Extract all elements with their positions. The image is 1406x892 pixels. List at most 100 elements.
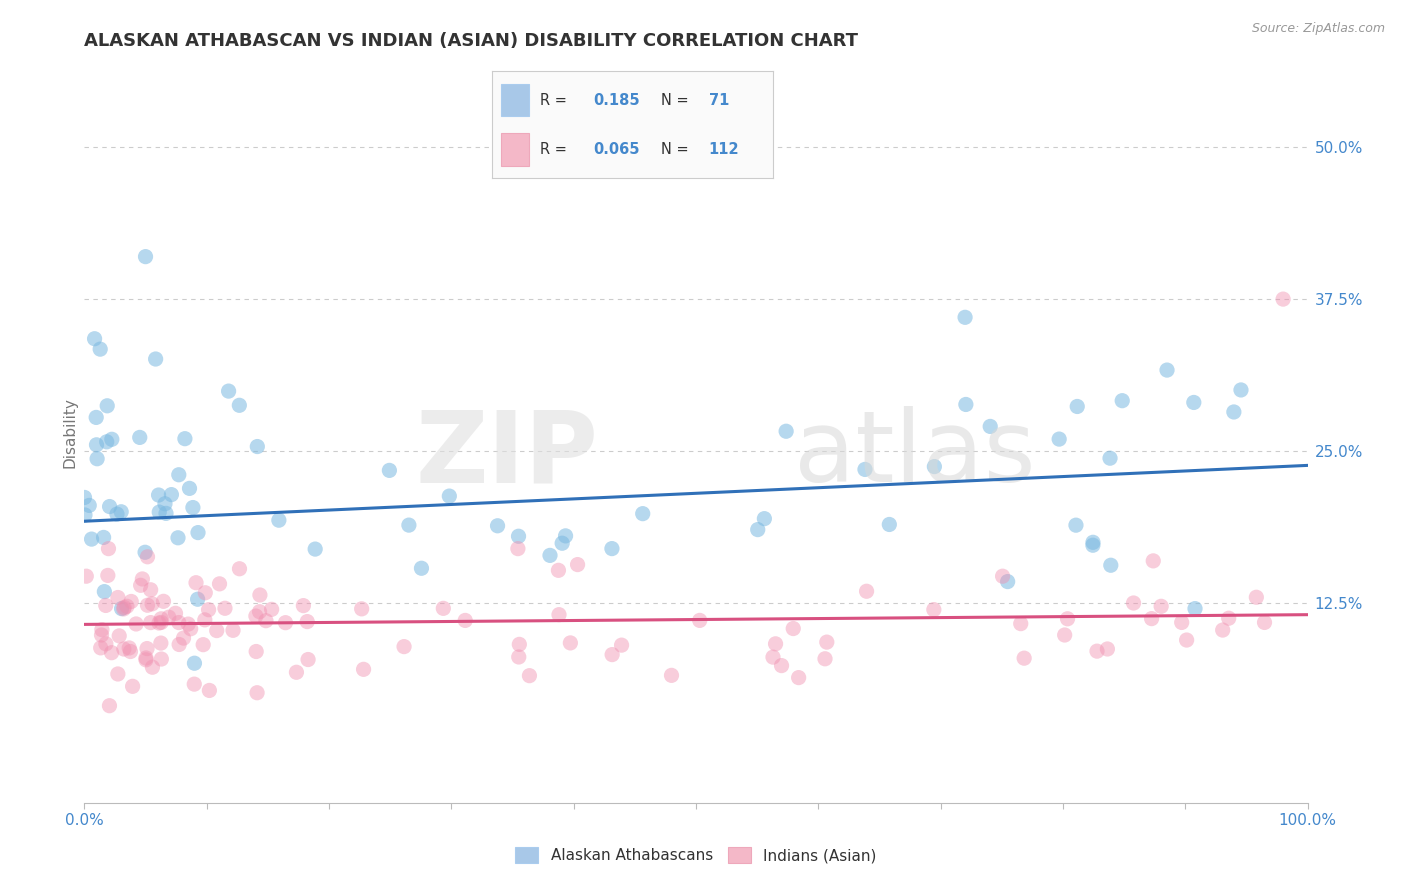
Point [304,542,326,557]
Point [782,622,804,636]
Point [765,637,787,651]
Point [1081,538,1104,552]
Point [105,507,128,521]
Point [770,658,793,673]
Point [77,499,100,513]
Point [214,601,236,615]
Point [129,578,152,592]
Point [184,575,207,590]
Point [1156,363,1178,377]
Point [93,584,115,599]
Point [600,541,623,556]
Text: Source: ZipAtlas.com: Source: ZipAtlas.com [1251,22,1385,36]
Point [112,602,135,616]
Point [208,577,231,591]
Point [149,636,172,650]
Point [1056,612,1078,626]
Point [631,507,654,521]
Point [661,668,683,682]
Point [205,624,228,638]
Point [1111,393,1133,408]
Point [167,638,190,652]
Point [600,648,623,662]
Point [131,572,153,586]
Point [853,462,876,476]
Point [508,650,530,665]
Point [454,614,477,628]
Point [75,569,97,583]
Point [136,641,159,656]
Text: R =: R = [540,93,567,108]
Point [84,410,107,425]
Point [1175,633,1198,648]
Point [97,568,120,582]
Point [787,671,810,685]
Point [148,488,170,502]
Point [180,622,202,636]
Point [177,617,200,632]
Point [245,609,267,624]
Point [1253,615,1275,630]
Point [508,637,530,651]
Point [260,602,283,616]
Point [112,642,135,657]
Point [1053,628,1076,642]
Text: atlas: atlas [794,407,1035,503]
Point [506,541,529,556]
Legend: Alaskan Athabascans, Indians (Asian): Alaskan Athabascans, Indians (Asian) [509,841,883,869]
Point [392,640,415,654]
Point [179,482,201,496]
Point [246,686,269,700]
Point [218,384,240,398]
Point [155,507,177,521]
Point [297,652,319,666]
Point [246,440,269,454]
Point [97,541,120,556]
Point [1230,383,1253,397]
Point [1218,611,1240,625]
Point [112,600,135,615]
Point [254,614,277,628]
Point [1099,558,1122,573]
Point [197,603,219,617]
Point [519,668,541,682]
Point [1223,405,1246,419]
Text: ALASKAN ATHABASCAN VS INDIAN (ASIAN) DISABILITY CORRELATION CHART: ALASKAN ATHABASCAN VS INDIAN (ASIAN) DIS… [84,32,858,50]
Point [274,615,297,630]
Point [93,531,115,545]
Point [1085,644,1108,658]
Point [83,332,105,346]
Point [411,561,433,575]
Text: 112: 112 [709,142,740,157]
Point [86,451,108,466]
Point [222,624,245,638]
Point [285,665,308,680]
Point [378,463,401,477]
Point [955,397,977,411]
Point [1012,651,1035,665]
Point [150,612,173,626]
Bar [501,84,529,116]
Point [1140,612,1163,626]
Text: N =: N = [661,142,689,157]
Point [125,617,148,632]
Point [101,432,124,446]
Point [1272,292,1295,306]
Point [1064,518,1087,533]
Point [1212,623,1234,637]
Text: R =: R = [540,142,567,157]
Point [153,497,176,511]
Point [1246,591,1268,605]
Point [547,563,569,577]
Point [228,562,250,576]
Point [922,602,945,616]
Point [167,467,190,482]
Point [924,459,946,474]
Point [173,631,195,645]
Point [96,434,118,449]
Text: 0.185: 0.185 [593,93,640,108]
Point [80,532,103,546]
Point [1097,642,1119,657]
Point [567,558,589,572]
Point [128,430,150,444]
